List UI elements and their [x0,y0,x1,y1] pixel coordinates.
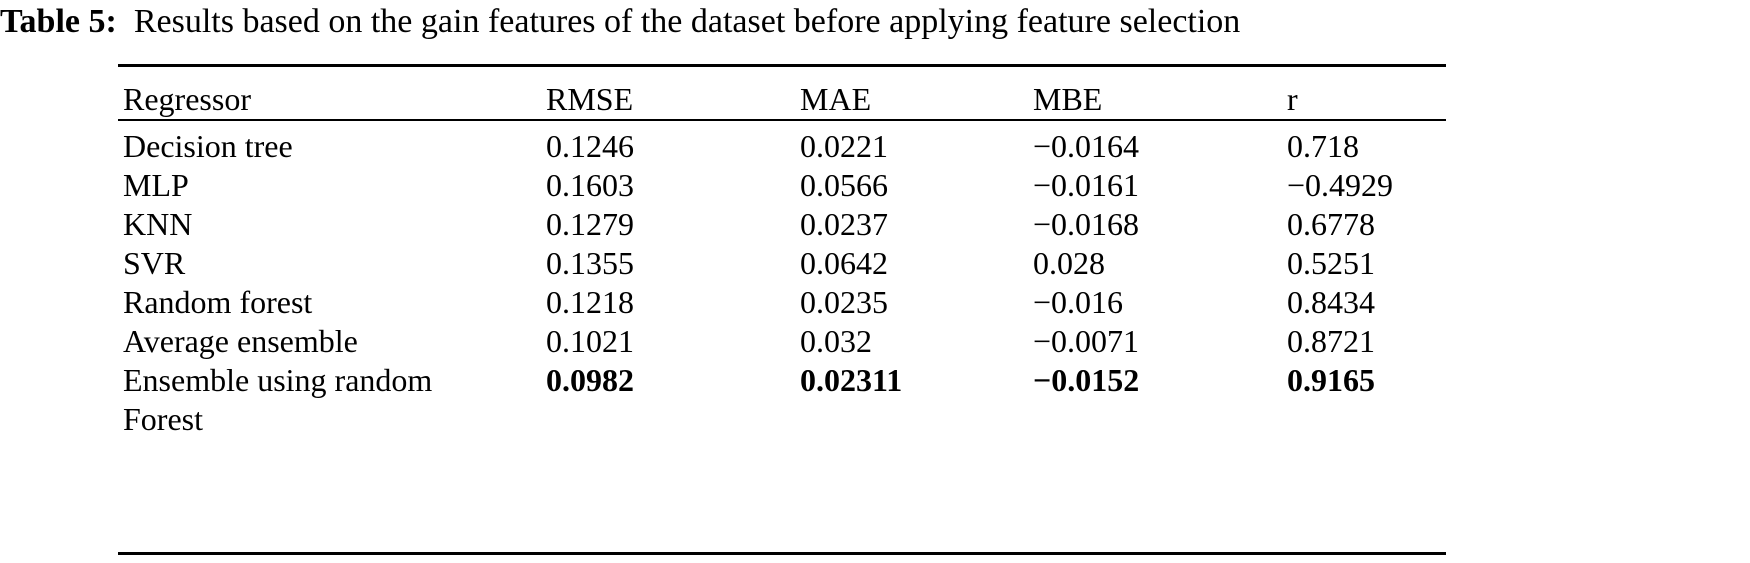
header-rmse: RMSE [546,81,634,117]
table-body: Decision tree 0.1246 0.0221 −0.0164 0.718 MLP… [118,121,1446,552]
cell-r: 0.5251 [1287,245,1375,281]
cell-regressor: Decision tree [123,128,293,164]
results-table: Regressor RMSE MAE MBE r Decision tree 0.… [118,64,1446,555]
cell-regressor: Average ensemble [123,323,358,359]
cell-r: 0.6778 [1287,206,1375,242]
cell-mbe: −0.0164 [1033,128,1140,164]
cell-mae: 0.0566 [800,167,888,203]
cell-rmse: 0.1246 [546,128,634,164]
header-mae: MAE [800,81,872,117]
cell-regressor: KNN [123,206,193,242]
header-row: Regressor RMSE MAE MBE r [118,67,1446,119]
caption-label: Table 5: [0,3,117,40]
cell-mbe: −0.016 [1033,284,1124,320]
cell-regressor: SVR [123,245,186,281]
cell-r: 0.8721 [1287,323,1375,359]
cell-rmse: 0.1279 [546,206,634,242]
cell-r: 0.8434 [1287,284,1375,320]
cell-mbe: −0.0161 [1033,167,1140,203]
cell-mae: 0.02311 [800,362,903,398]
header-mbe: MBE [1033,81,1103,117]
cell-mae: 0.032 [800,323,872,359]
table-row: Average ensemble 0.1021 0.032 −0.0071 0.8721 [118,322,1446,361]
header-rule [118,119,1446,121]
cell-rmse: 0.1355 [546,245,634,281]
table-caption: Table 5: Results based on the gain featu… [0,2,1240,42]
cell-rmse: 0.1021 [546,323,634,359]
table-row: Ensemble using random Forest 0.0982 0.0231… [118,361,1446,439]
table-row: Random forest 0.1218 0.0235 −0.016 0.8434 [118,283,1446,322]
cell-mbe: −0.0168 [1033,206,1140,242]
cell-regressor: Ensemble using random Forest [123,362,433,437]
table-row: Decision tree 0.1246 0.0221 −0.0164 0.718 [118,127,1446,166]
header-regressor: Regressor [123,81,251,117]
bottom-rule [118,552,1446,555]
caption-text: Results based on the gain features of th… [133,3,1241,40]
cell-mbe: −0.0152 [1033,362,1140,398]
cell-r: 0.718 [1287,128,1359,164]
cell-mbe: 0.028 [1033,245,1105,281]
cell-r: 0.9165 [1287,362,1375,398]
cell-mae: 0.0235 [800,284,888,320]
cell-rmse: 0.0982 [546,362,634,398]
cell-regressor: Random forest [123,284,313,320]
cell-r: −0.4929 [1287,167,1394,203]
cell-rmse: 0.1603 [546,167,634,203]
cell-mae: 0.0237 [800,206,888,242]
table-row: KNN 0.1279 0.0237 −0.0168 0.6778 [118,205,1446,244]
header-r: r [1287,81,1298,117]
table-row: SVR 0.1355 0.0642 0.028 0.5251 [118,244,1446,283]
cell-regressor: MLP [123,167,189,203]
table-row: MLP 0.1603 0.0566 −0.0161 −0.4929 [118,166,1446,205]
cell-mae: 0.0221 [800,128,888,164]
cell-mbe: −0.0071 [1033,323,1140,359]
cell-rmse: 0.1218 [546,284,634,320]
cell-mae: 0.0642 [800,245,888,281]
top-rule [118,64,1446,67]
